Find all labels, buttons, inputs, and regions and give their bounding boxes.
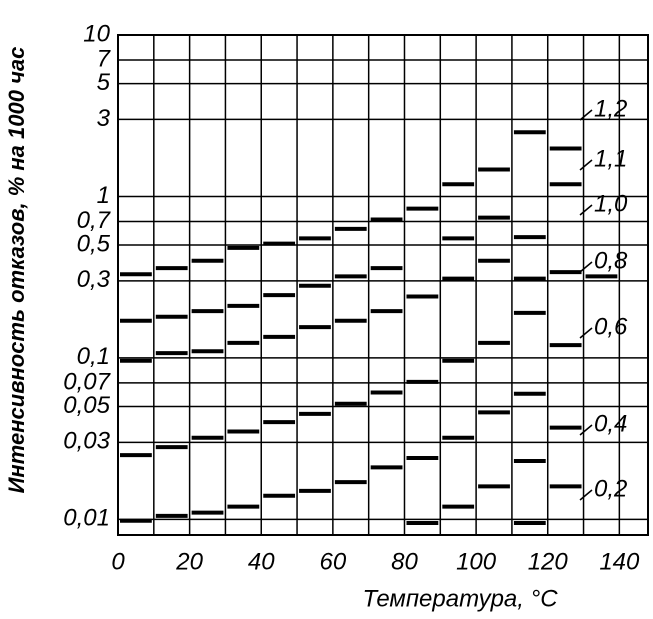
y-tick-label: 0,05	[63, 392, 110, 419]
annotation-tick	[579, 159, 593, 171]
y-tick-label: 0,5	[77, 230, 111, 257]
annotation-tick	[579, 261, 593, 273]
x-tick-label: 60	[320, 548, 347, 575]
annotation: 0,6	[594, 313, 628, 340]
annotation-tick	[579, 489, 593, 501]
x-tick-label: 100	[456, 548, 497, 575]
y-tick-label: 0,1	[77, 343, 110, 370]
y-tick-label: 10	[83, 20, 110, 47]
y-tick-label: 7	[97, 45, 112, 72]
plot-frame	[117, 34, 649, 536]
y-tick-label: 3	[97, 105, 111, 132]
annotation: 0,8	[594, 247, 628, 274]
annotation: 1,1	[594, 145, 627, 172]
x-tick-label: 120	[528, 548, 569, 575]
y-axis-label: Интенсивность отказов, % на 1000 час	[4, 47, 29, 494]
y-tick-label: 1	[97, 182, 110, 209]
y-tick-label: 5	[97, 69, 111, 96]
y-tick-label: 0,03	[63, 428, 110, 455]
y-tick-label: 0,01	[63, 505, 110, 532]
x-tick-label: 140	[599, 548, 640, 575]
x-axis-label: Температура, °C	[362, 585, 558, 612]
y-tick-label: 0,07	[63, 368, 111, 395]
annotation-tick	[579, 327, 593, 339]
annotation-tick	[579, 424, 593, 436]
annotation: 1,2	[594, 95, 627, 122]
annotation-tick	[579, 204, 593, 216]
y-tick-label: 0,3	[77, 266, 111, 293]
x-tick-label: 80	[391, 548, 418, 575]
x-tick-label: 40	[248, 548, 275, 575]
y-tick-label: 0,7	[77, 207, 112, 234]
annotation: 1,0	[594, 190, 628, 217]
annotation: 0,4	[594, 410, 627, 437]
x-tick-label: 20	[175, 548, 203, 575]
x-tick-label: 0	[111, 548, 125, 575]
annotation: 0,2	[594, 475, 627, 502]
annotation-tick	[579, 109, 593, 121]
